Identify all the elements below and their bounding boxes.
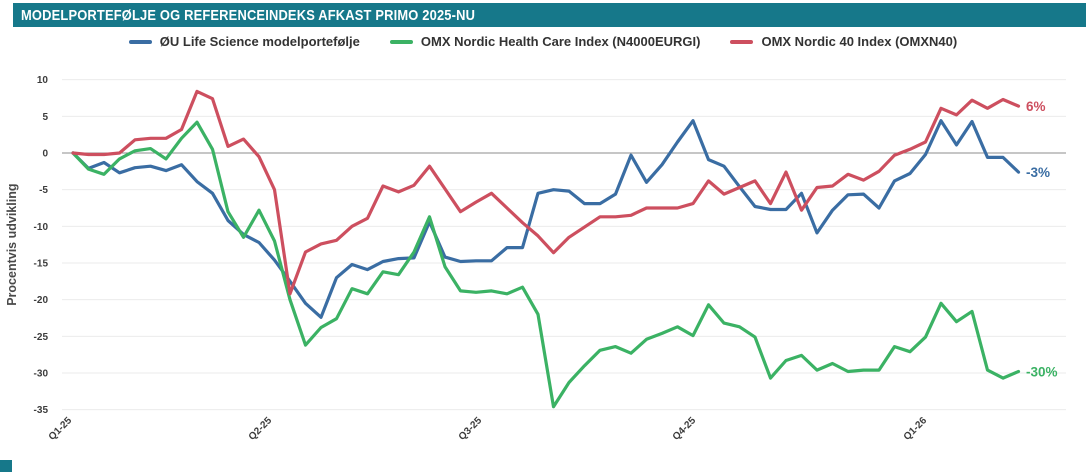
y-tick-label: -25 [34, 332, 49, 343]
x-tick-label: Q1-26 [902, 415, 930, 443]
x-tick-label: Q2-25 [247, 415, 275, 443]
legend-item-modelportefolje[interactable]: ØU Life Science modelportefølje [128, 34, 360, 49]
chart-title-bar: MODELPORTEFØLJE OG REFERENCEINDEKS AFKAS… [13, 3, 1086, 27]
legend-swatch-green-icon [389, 39, 413, 44]
legend-swatch-blue-icon [128, 39, 152, 44]
series-line-0 [71, 119, 1021, 319]
x-tick-label: Q4-25 [671, 415, 699, 443]
y-tick-label: -20 [34, 295, 49, 306]
y-axis-title: Procentvis udvikling [5, 184, 19, 306]
y-tick-label: -35 [34, 405, 49, 416]
y-tick-label: 5 [42, 112, 48, 123]
series-end-label: -30% [1026, 365, 1058, 380]
y-tick-label: -10 [34, 222, 49, 233]
x-tick-label: Q3-25 [457, 415, 485, 443]
y-tick-label: -15 [34, 258, 49, 269]
series-end-label: 6% [1026, 99, 1046, 114]
y-tick-label: -5 [39, 185, 48, 196]
legend-label: OMX Nordic 40 Index (OMXN40) [761, 34, 958, 49]
x-tick-label: Q1-25 [47, 415, 75, 443]
legend-swatch-red-icon [730, 39, 754, 44]
y-tick-label: 10 [37, 75, 49, 86]
series-line-2 [71, 89, 1021, 296]
legend-item-omxn40-index[interactable]: OMX Nordic 40 Index (OMXN40) [730, 34, 957, 49]
legend-item-healthcare-index[interactable]: OMX Nordic Health Care Index (N4000EURGI… [389, 34, 701, 49]
chart-title: MODELPORTEFØLJE OG REFERENCEINDEKS AFKAS… [21, 6, 476, 24]
series-line-1 [71, 120, 1021, 409]
y-tick-label: 0 [42, 149, 48, 160]
corner-accent-square [0, 460, 12, 472]
legend-label: ØU Life Science modelportefølje [159, 34, 360, 49]
chart-legend: ØU Life Science modelportefølje OMX Nord… [0, 34, 1086, 49]
y-tick-label: -30 [34, 368, 49, 379]
legend-label: OMX Nordic Health Care Index (N4000EURGI… [420, 34, 701, 49]
series-end-label: -3% [1026, 165, 1050, 180]
